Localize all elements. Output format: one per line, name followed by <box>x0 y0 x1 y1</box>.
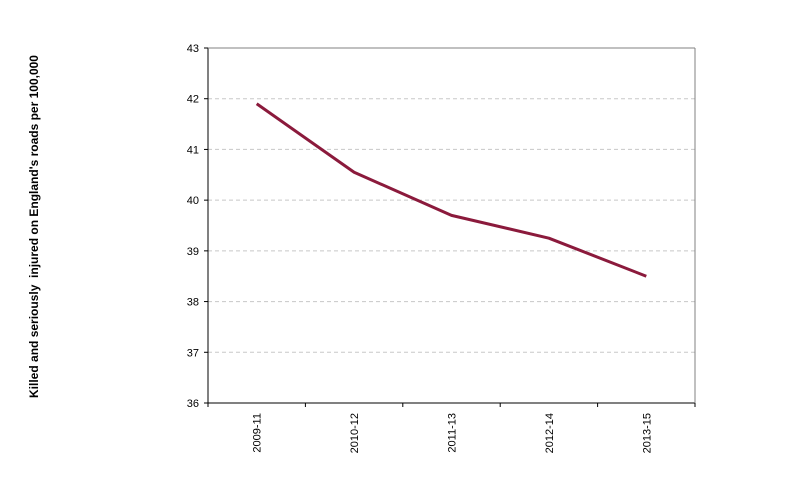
y-tick-label: 38 <box>187 297 199 309</box>
series-layer <box>255 102 647 278</box>
x-tick-label: 2012-14 <box>544 413 556 453</box>
x-tick-label: 2009-11 <box>252 413 264 453</box>
series-line <box>255 102 647 278</box>
x-tick-label: 2013-15 <box>641 413 653 453</box>
y-tick-label: 42 <box>187 94 199 106</box>
y-axis-ticks: 36 37 38 39 40 41 42 43 <box>187 43 208 410</box>
x-tick-label: 2011-13 <box>447 413 459 453</box>
y-tick-label: 37 <box>187 347 199 359</box>
gridlines <box>208 98 695 353</box>
x-axis-ticks: 2009-11 2010-12 2011-13 2012-14 2013-15 <box>207 403 696 453</box>
y-tick-label: 43 <box>187 43 199 55</box>
y-tick-label: 39 <box>187 246 199 258</box>
x-tick-label: 2010-12 <box>349 413 361 453</box>
y-tick-label: 36 <box>187 398 199 410</box>
y-tick-label: 41 <box>187 144 199 156</box>
axes <box>207 47 696 404</box>
y-tick-label: 40 <box>187 195 199 207</box>
y-axis-label: Killed and seriously injured on England'… <box>27 55 41 398</box>
